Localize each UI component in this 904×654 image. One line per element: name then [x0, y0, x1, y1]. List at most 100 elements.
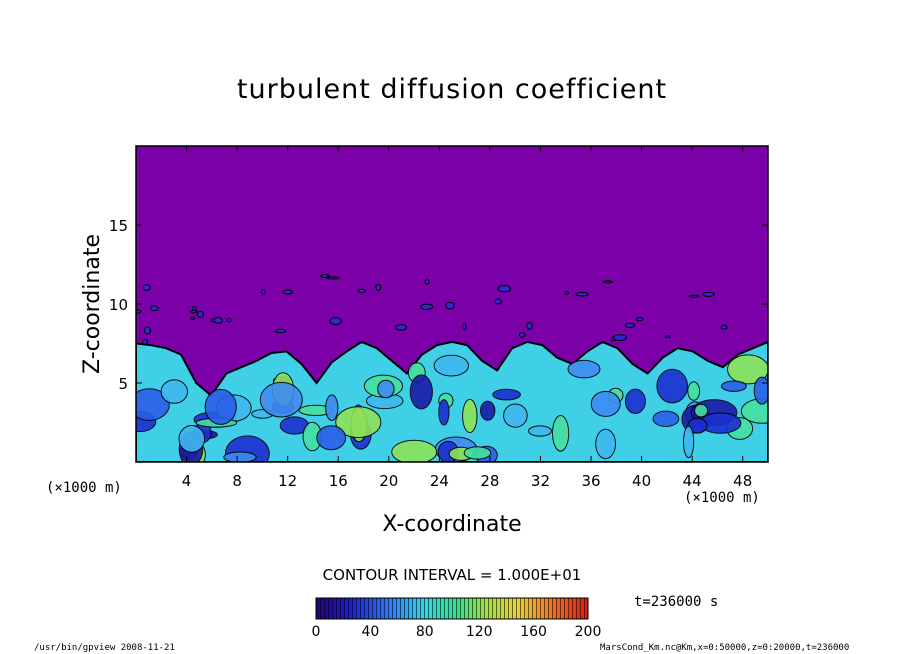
eddy-blob: [462, 398, 478, 434]
contour-speck: [136, 309, 142, 314]
eddy-blob: [721, 380, 747, 392]
contour-speck: [213, 317, 223, 324]
eddy-blob: [259, 381, 303, 418]
contour-speck: [445, 301, 455, 310]
colorbar-ticks: 0 40 80 120 160 200: [312, 624, 602, 640]
eddy-blobs: [136, 354, 768, 462]
contour-speck: [688, 294, 700, 298]
x-tick-label: 32: [531, 472, 550, 490]
contour-speck: [260, 289, 266, 295]
contour-speck: [329, 317, 342, 326]
eddy-blob: [652, 410, 680, 427]
x-tick-label: 48: [733, 472, 752, 490]
x-tick-label: 8: [232, 472, 242, 490]
y-tick-label: 5: [118, 375, 128, 393]
contour-speck: [702, 291, 715, 297]
eddy-blob: [223, 451, 257, 462]
contour-speck: [357, 288, 367, 293]
contour-speck: [275, 328, 287, 334]
eddy-blob: [433, 354, 469, 377]
contour-speck: [624, 322, 635, 328]
y-tick-label: 10: [109, 296, 128, 314]
eddy-blob: [492, 388, 521, 401]
eddy-blob: [377, 379, 395, 399]
contour-speck: [462, 322, 467, 331]
contour-speck: [613, 334, 627, 342]
eddy-blob: [204, 388, 237, 425]
x-tick-label: 12: [278, 472, 297, 490]
contour-speck: [635, 317, 644, 322]
eddy-blob: [528, 425, 552, 437]
contour-speck: [494, 298, 502, 305]
footer-left: /usr/bin/gpview 2008-11-21: [34, 643, 175, 653]
eddy-blob: [552, 415, 570, 452]
contour-speck: [196, 310, 204, 318]
footer-right: MarsCond_Km.nc@Km,x=0:50000,z=0:20000,t=…: [600, 643, 850, 653]
contour-speck: [720, 324, 728, 330]
eddy-blob: [753, 376, 768, 405]
contour-speck: [526, 322, 533, 330]
x-tick-label: 16: [329, 472, 348, 490]
eddy-blob: [624, 388, 646, 414]
x-tick-label: 28: [480, 472, 499, 490]
contour-speck: [375, 283, 382, 291]
contour-specks: [136, 274, 728, 345]
contour-speck: [141, 338, 149, 345]
eddy-blob: [687, 417, 708, 434]
x-unit-label-right: (×1000 m): [684, 490, 760, 506]
eddy-blob: [463, 446, 492, 460]
contour-speck: [150, 305, 159, 312]
contour-speck: [424, 279, 430, 285]
contour-speck: [190, 316, 195, 321]
y-tick-label: 15: [109, 217, 128, 235]
contour-speck: [664, 335, 671, 339]
eddy-blob: [160, 379, 189, 404]
x-tick-label: 40: [632, 472, 651, 490]
eddy-blob: [409, 374, 433, 410]
time-label: t=236000 s: [634, 594, 719, 610]
contour-speck: [420, 303, 434, 310]
y-ticks: 5 10 15: [109, 217, 768, 393]
contour-speck: [575, 291, 589, 297]
eddy-blob: [595, 428, 616, 460]
eddy-blob: [656, 368, 689, 404]
x-tick-label: 4: [182, 472, 192, 490]
contour-speck: [497, 285, 512, 293]
contour-speck: [326, 276, 340, 280]
colorbar-tick-label: 160: [520, 624, 547, 640]
contour-speck: [226, 317, 232, 323]
eddy-blob: [316, 425, 347, 451]
contour-speck: [192, 305, 197, 312]
colorbar-tick-label: 200: [575, 624, 602, 640]
eddy-blob: [335, 406, 382, 439]
eddy-blob: [694, 403, 709, 418]
x-tick-label: 44: [683, 472, 702, 490]
contour-speck: [282, 289, 293, 295]
colorbar-frame: [315, 597, 589, 620]
colorbar-tick-label: 80: [416, 624, 434, 640]
colorbar-stripes: [316, 598, 588, 619]
colorbar-tick-label: 120: [466, 624, 493, 640]
colorbar-tick-label: 40: [361, 624, 379, 640]
eddy-blob: [325, 394, 339, 422]
chart-title: turbulent diffusion coefficient: [236, 74, 668, 105]
x-axis-label: X-coordinate: [382, 512, 522, 537]
eddy-blob: [727, 354, 768, 385]
eddy-blob: [178, 425, 206, 453]
colorbar-tick-label: 0: [312, 624, 321, 640]
eddy-blob: [567, 359, 601, 379]
contour-speck: [144, 326, 151, 335]
x-ticks: 4 8 12 16 20 24 28 32 36 40 44 48: [182, 146, 752, 490]
eddy-blob: [480, 400, 496, 421]
contour-speck: [518, 332, 526, 338]
eddy-blob: [438, 399, 450, 426]
contour-speck: [319, 274, 330, 278]
eddy-blob: [687, 381, 701, 401]
eddy-blob: [683, 425, 695, 459]
contour-speck: [602, 280, 614, 284]
contour-interval-label: CONTOUR INTERVAL = 1.000E+01: [322, 566, 582, 584]
x-unit-label-left: (×1000 m): [46, 480, 122, 496]
x-tick-label: 36: [581, 472, 600, 490]
eddy-blob: [503, 403, 528, 428]
eddy-blob: [391, 439, 438, 462]
